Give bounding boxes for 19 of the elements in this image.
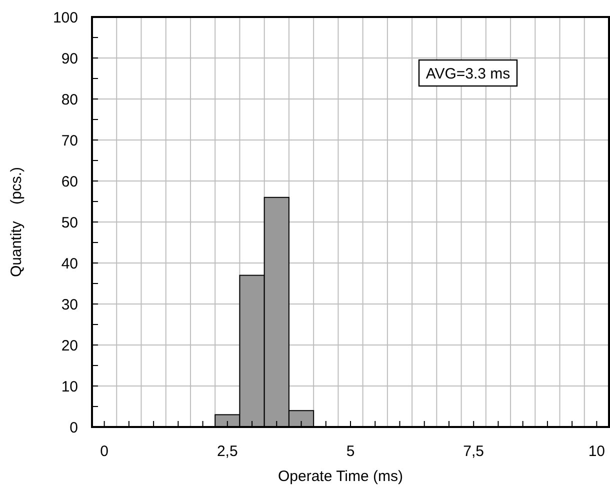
y-tick-label: 20 [61,337,78,354]
y-tick-label: 80 [61,91,78,108]
x-tick-label: 0 [100,443,108,460]
x-axis-title: Operate Time (ms) [278,468,404,485]
x-tick-label: 10 [588,443,606,460]
y-tick-label: 50 [61,214,78,232]
y-tick-label: 70 [61,132,78,150]
x-tick-label: 2,5 [216,443,238,460]
y-tick-label: 30 [61,296,78,314]
x-tick-label: 7,5 [463,443,484,460]
y-tick-label: 0 [70,419,78,436]
y-tick-label: 90 [61,50,78,68]
y-tick-label: 10 [61,378,78,396]
y-tick-label: 60 [61,173,78,190]
annotation: AVG=3.3 ms [426,65,510,82]
y-tick-label: 40 [61,255,78,272]
x-tick-label: 5 [346,443,355,460]
y-tick-label: 100 [52,9,78,26]
y-axis-title: Quantity (pcs.) [8,166,25,278]
